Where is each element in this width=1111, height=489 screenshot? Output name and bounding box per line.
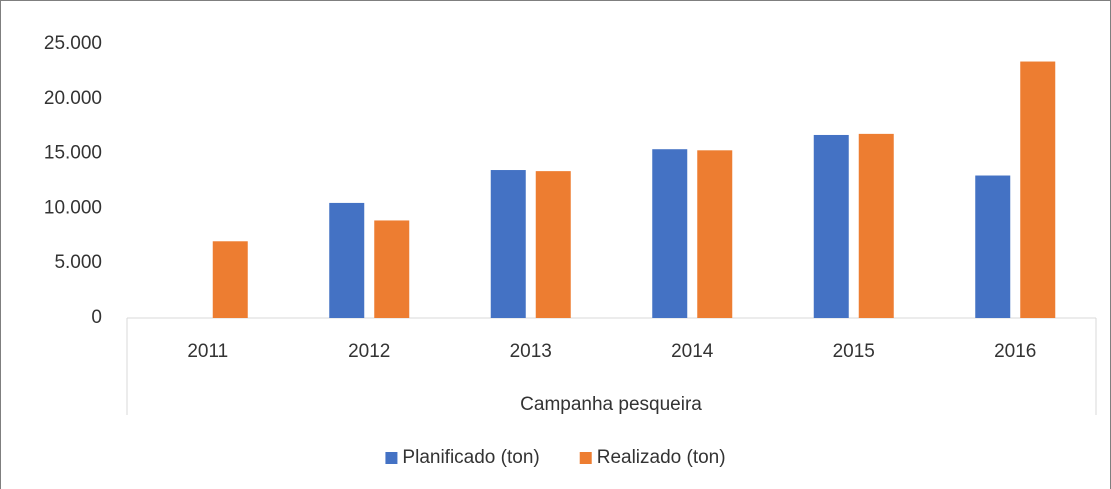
bar [329, 202, 365, 318]
x-tick-label: 2016 [994, 341, 1036, 362]
bar [212, 241, 248, 318]
bar [374, 220, 410, 318]
legend-label: Planificado (ton) [402, 447, 539, 468]
bar [535, 171, 571, 318]
bar [490, 170, 526, 318]
bar [975, 175, 1011, 318]
x-tick-label: 2013 [510, 341, 552, 362]
bar [697, 150, 733, 318]
x-tick-label: 2012 [348, 341, 390, 362]
x-tick-label: 2015 [833, 341, 875, 362]
bar [652, 149, 688, 318]
x-tick-label: 2014 [671, 341, 714, 362]
legend-label: Realizado (ton) [597, 447, 726, 468]
y-tick-label: 10.000 [44, 197, 102, 218]
y-tick-label: 25.000 [44, 33, 102, 54]
y-tick-label: 5.000 [54, 252, 102, 273]
bar [858, 133, 894, 318]
y-tick-label: 20.000 [44, 88, 102, 109]
bar [813, 134, 849, 318]
x-axis-title: Campanha pesqueira [520, 394, 702, 415]
legend-swatch [579, 452, 592, 464]
y-tick-label: 15.000 [44, 143, 102, 164]
bar [1020, 61, 1056, 318]
legend-swatch [385, 452, 398, 464]
y-tick-label: 0 [91, 307, 102, 328]
x-tick-label: 2011 [187, 341, 228, 362]
